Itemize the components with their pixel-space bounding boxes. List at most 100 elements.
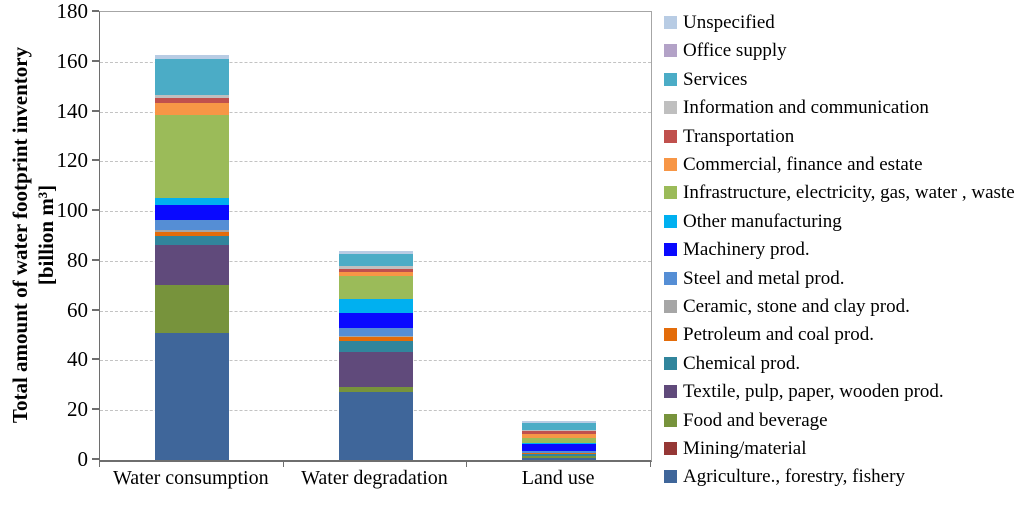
bar-segment [154,230,229,233]
y-tick-label: 60 [67,297,88,322]
legend-label: Other manufacturing [683,210,842,232]
legend-swatch-icon [664,442,677,455]
x-category-label: Land use [521,467,595,489]
bar-segment [338,336,413,338]
bar-segment [522,452,597,455]
bar-segment [154,114,229,198]
legend-swatch-icon [664,413,677,427]
legend-label: Office supply [683,40,787,62]
bar-segment [522,429,597,431]
x-category-label: Water consumption [113,467,269,489]
y-tick-mark [92,258,99,261]
legend-label: Ceramic, stone and clay prod. [683,296,910,317]
bar-segment [154,284,229,334]
x-tick-mark [650,461,651,467]
y-tick-label: 120 [56,148,89,173]
bar-segment [338,251,413,254]
y-tick-mark [92,209,99,212]
legend-label: Mining/material [683,438,807,459]
bar-segment [338,327,413,337]
y-tick-mark [92,10,99,12]
legend-label: Transportation [683,125,795,147]
y-tick-mark [92,109,99,112]
y-tick-label: 140 [56,98,89,123]
gridline [100,61,651,63]
bar-segment [154,232,229,236]
bar-segment [522,444,597,452]
bar-segment [522,454,597,456]
gridline [100,111,651,113]
y-tick-mark [92,159,99,162]
gridline [100,161,651,163]
legend-swatch-icon [664,186,677,200]
bar-segment [338,276,413,299]
y-axis-title-line1: Total amount of water footprint inventor… [8,46,32,424]
bar-segment [522,422,597,430]
y-tick-label: 40 [67,347,88,372]
legend-label: Petroleum and coal prod. [683,324,875,346]
bar-segment [154,205,229,221]
y-tick-mark [92,458,99,460]
bar-segment [154,58,229,95]
x-tick-mark [466,461,468,467]
legend-label: Commercial, finance and estate [683,154,923,175]
bar-segment [154,236,229,245]
bar-segment [522,455,597,459]
y-tick-label: 80 [67,247,88,272]
legend-swatch-icon [664,328,677,342]
y-tick-mark [92,59,99,62]
bar-segment [154,103,229,115]
bar-segment [338,313,413,328]
bar-segment [338,271,413,277]
bar-segment [522,433,597,439]
legend-swatch-icon [664,300,677,313]
legend-label: Information and communication [683,97,929,119]
x-category-label: Water degradation [301,467,448,489]
bar-segment [154,197,229,206]
bar-segment [338,351,413,387]
legend-swatch-icon [664,385,677,399]
y-tick-label: 180 [56,0,89,23]
legend-swatch-icon [664,470,677,484]
y-tick-label: 20 [67,397,88,422]
legend-swatch-icon [664,214,677,228]
bar-segment [522,430,597,434]
legend-swatch-icon [664,44,677,58]
legend-swatch-icon [664,129,677,143]
legend-label: Chemical prod. [683,352,801,374]
legend-swatch-icon [664,356,677,370]
bar-segment [522,421,597,423]
bar-segment [154,333,229,460]
bar-segment [338,337,413,341]
y-tick-mark [92,358,99,361]
bar-segment [154,220,229,231]
y-tick-label: 0 [77,447,89,471]
legend-swatch-icon [664,243,677,257]
bar-segment [338,253,413,267]
y-tick-label: 160 [56,48,89,73]
legend-label: Unspecified [683,12,775,33]
bar-segment [338,340,413,352]
bar-segment [522,438,597,444]
y-tick-label: 100 [56,198,89,223]
legend-swatch-icon [664,16,677,29]
legend-label: Agriculture., forestry, fishery [683,466,905,488]
bar-segment [338,386,413,392]
legend-label: Infrastructure, electricity, gas, water … [683,182,1015,204]
x-tick-mark [282,461,284,467]
bar-segment [338,391,413,460]
legend-label: Steel and metal prod. [683,267,845,289]
y-tick-mark [92,408,99,411]
plot-area [99,11,652,462]
bar-segment [522,443,597,445]
legend-swatch-icon [664,158,677,171]
bar-segment [154,98,229,104]
bar-segment [154,244,229,285]
legend-label: Food and beverage [683,409,828,431]
x-tick-mark [99,461,100,467]
bar-segment [338,298,413,314]
bar-segment [338,266,413,270]
bar-segment [154,54,229,59]
bar-segment [522,451,597,453]
